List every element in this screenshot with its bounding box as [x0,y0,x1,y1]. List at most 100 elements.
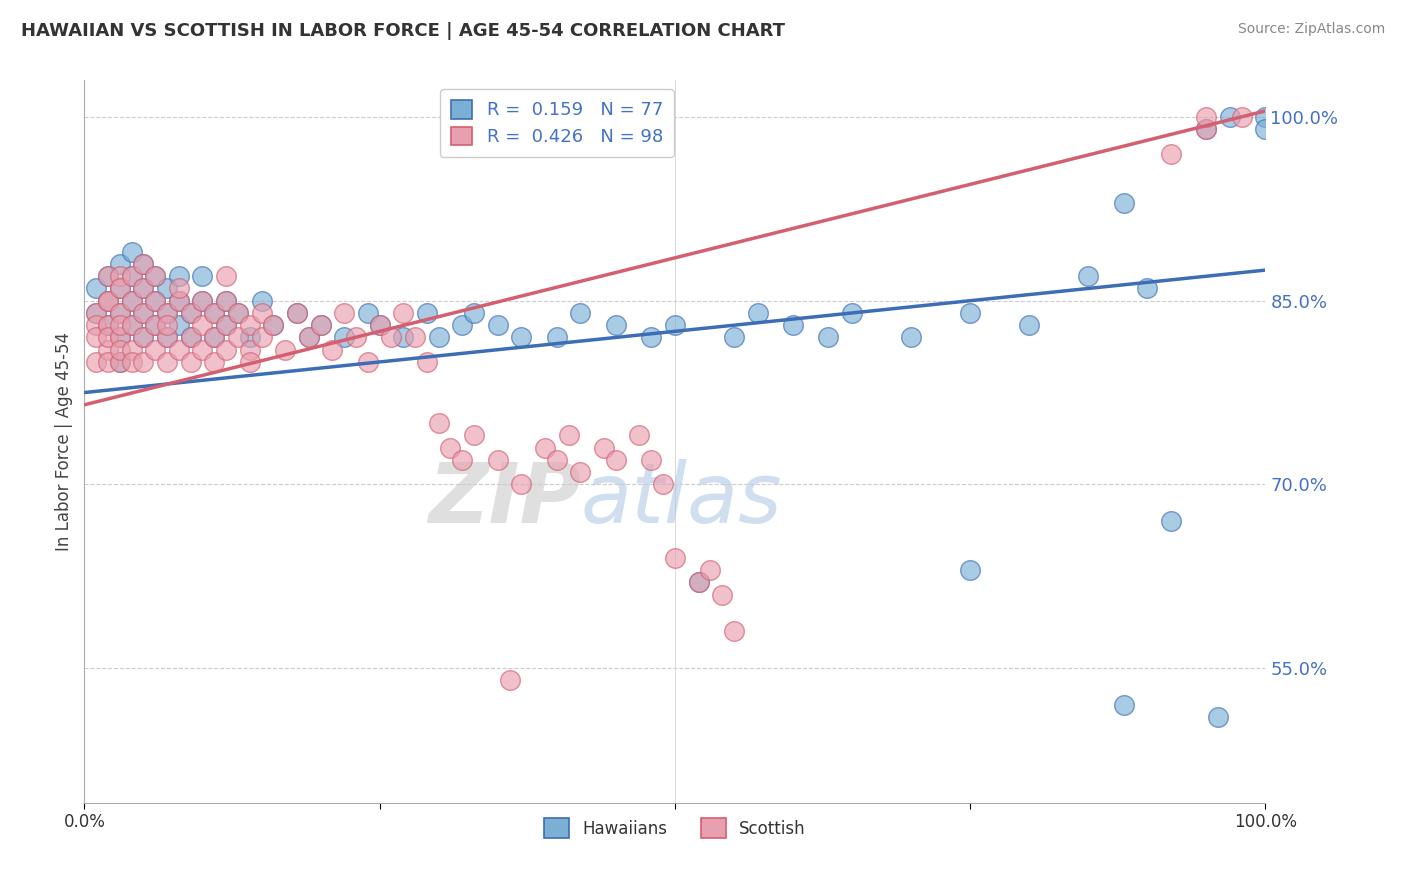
Point [569,465,592,479]
Point [664,318,686,333]
Point [298,330,321,344]
Point [108,306,131,320]
Point [97,343,120,357]
Point [121,244,143,259]
Point [321,343,343,357]
Point [1018,318,1040,333]
Point [167,293,190,308]
Point [167,269,190,284]
Point [226,306,249,320]
Point [782,318,804,333]
Point [392,330,415,344]
Point [121,318,143,333]
Point [1254,122,1277,136]
Point [498,673,520,688]
Point [108,281,131,295]
Point [202,306,225,320]
Point [132,257,155,271]
Point [285,306,308,320]
Point [239,318,262,333]
Point [143,293,166,308]
Point [167,281,190,295]
Point [108,355,131,369]
Point [569,306,592,320]
Point [1230,110,1253,124]
Point [510,477,533,491]
Point [900,330,922,344]
Point [309,318,332,333]
Point [121,355,143,369]
Point [132,306,155,320]
Point [143,343,166,357]
Point [463,428,485,442]
Point [97,269,120,284]
Point [640,330,662,344]
Point [108,269,131,284]
Point [191,269,214,284]
Point [333,306,356,320]
Point [226,330,249,344]
Point [1136,281,1159,295]
Point [121,293,143,308]
Point [546,330,568,344]
Point [1219,110,1241,124]
Point [97,293,120,308]
Point [959,306,981,320]
Point [156,355,179,369]
Point [368,318,391,333]
Point [108,330,131,344]
Point [143,269,166,284]
Y-axis label: In Labor Force | Age 45-54: In Labor Force | Age 45-54 [55,332,73,551]
Point [534,441,557,455]
Point [451,453,474,467]
Point [132,330,155,344]
Point [298,330,321,344]
Point [486,318,509,333]
Point [416,306,439,320]
Point [84,355,107,369]
Point [723,624,745,639]
Point [202,330,225,344]
Legend: Hawaiians, Scottish: Hawaiians, Scottish [537,812,813,845]
Point [841,306,863,320]
Point [1160,146,1182,161]
Point [121,269,143,284]
Point [427,330,450,344]
Point [156,306,179,320]
Point [97,293,120,308]
Point [274,343,297,357]
Point [121,343,143,357]
Point [132,330,155,344]
Point [1077,269,1099,284]
Point [1112,698,1135,712]
Point [688,575,710,590]
Point [108,318,131,333]
Point [817,330,839,344]
Point [262,318,284,333]
Point [143,318,166,333]
Point [711,588,734,602]
Point [1206,710,1229,724]
Point [463,306,485,320]
Point [1195,110,1218,124]
Point [121,318,143,333]
Point [215,318,238,333]
Point [97,269,120,284]
Point [215,318,238,333]
Point [380,330,402,344]
Point [285,306,308,320]
Text: atlas: atlas [581,458,782,540]
Point [239,343,262,357]
Point [132,281,155,295]
Point [262,318,284,333]
Point [191,293,214,308]
Point [1112,195,1135,210]
Point [167,293,190,308]
Point [180,306,202,320]
Point [226,306,249,320]
Point [1160,514,1182,528]
Text: Source: ZipAtlas.com: Source: ZipAtlas.com [1237,22,1385,37]
Point [215,269,238,284]
Point [747,306,769,320]
Point [132,281,155,295]
